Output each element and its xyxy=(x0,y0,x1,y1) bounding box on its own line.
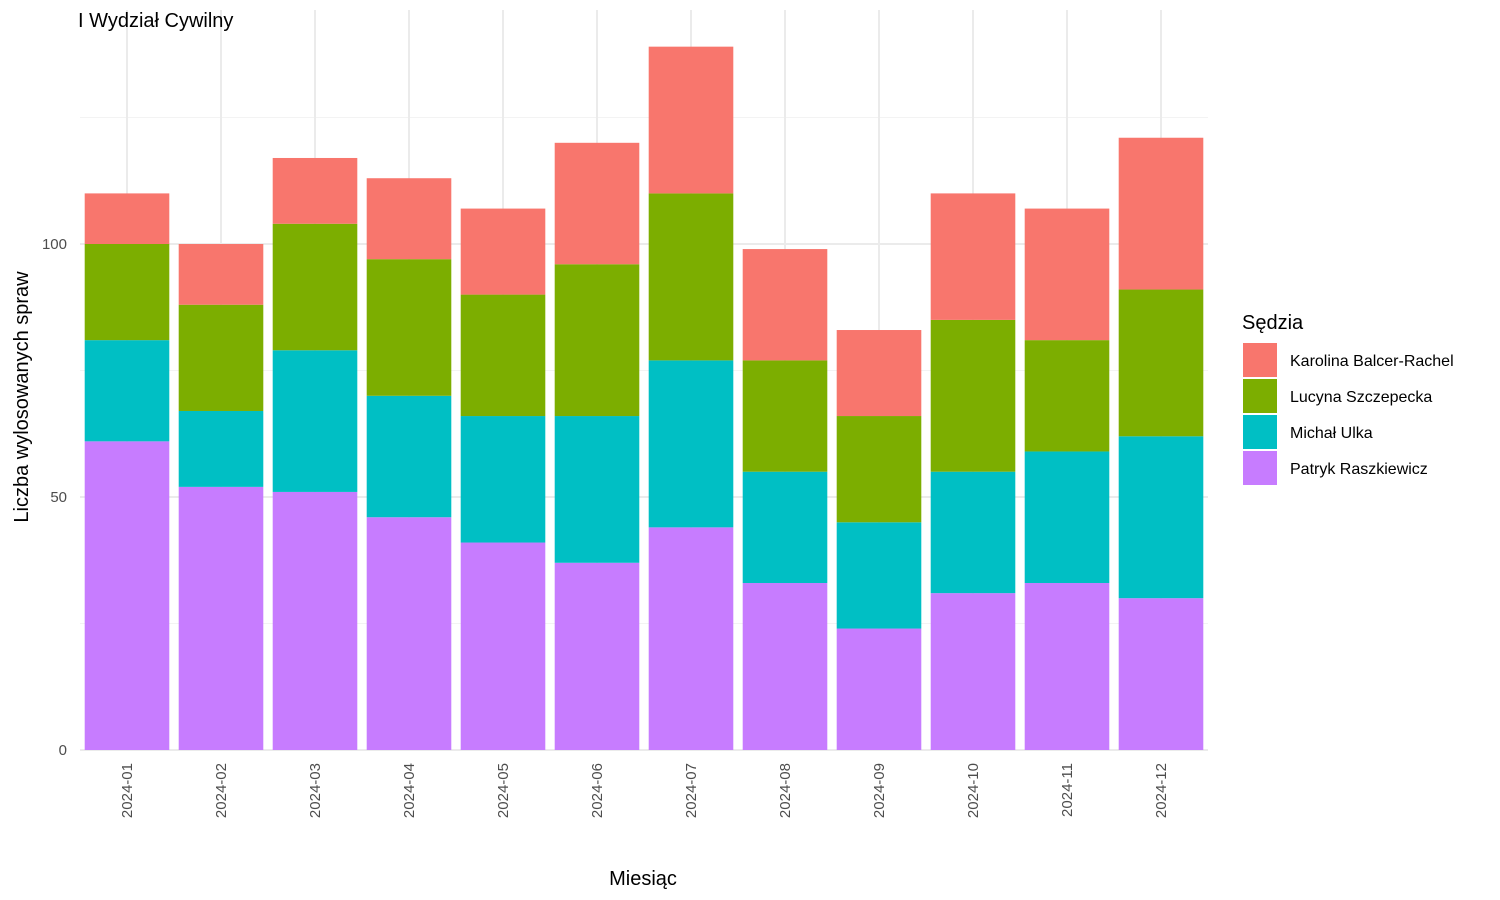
bar-segment xyxy=(178,410,264,487)
x-tick-label: 2024-12 xyxy=(1153,763,1170,818)
bar-segment xyxy=(366,259,452,396)
chart-title: I Wydział Cywilny xyxy=(78,10,233,32)
x-tick-label: 2024-08 xyxy=(777,763,794,818)
bar-segment xyxy=(84,244,170,341)
bar-segment xyxy=(84,441,170,750)
bar-segment xyxy=(84,193,170,244)
x-tick-label: 2024-05 xyxy=(495,763,512,818)
bar-segment xyxy=(460,416,546,543)
bar-segment xyxy=(272,223,358,351)
y-axis-title: Liczba wylosowanych spraw xyxy=(11,271,33,523)
bar-segment xyxy=(272,157,358,224)
legend-label: Patryk Raszkiewicz xyxy=(1290,461,1428,478)
bar-segment xyxy=(460,542,546,750)
y-tick-label: 0 xyxy=(59,742,67,759)
bar-segment xyxy=(178,304,264,411)
bar-segment xyxy=(648,193,734,361)
bar-segment xyxy=(460,208,546,295)
bar-segment xyxy=(648,527,734,750)
bar-segment xyxy=(930,193,1016,320)
bar-segment xyxy=(460,294,546,417)
x-tick-label: 2024-06 xyxy=(589,763,606,818)
legend: Sędzia Karolina Balcer-Rachel Lucyna Szcz… xyxy=(1242,312,1454,485)
bar-segment xyxy=(648,360,734,528)
bar-segment xyxy=(1024,583,1110,750)
bar-segment xyxy=(648,46,734,194)
legend-key xyxy=(1243,415,1277,449)
bar-segment xyxy=(272,491,358,750)
bar-segment xyxy=(554,142,640,265)
x-tick-label: 2024-03 xyxy=(307,763,324,818)
bar-segment xyxy=(84,340,170,442)
y-tick-label: 50 xyxy=(50,489,67,506)
bar-segment xyxy=(1118,598,1204,750)
bar-segment xyxy=(836,416,922,523)
x-tick-label: 2024-09 xyxy=(871,763,888,818)
x-tick-label: 2024-04 xyxy=(401,763,418,818)
legend-key xyxy=(1243,343,1277,377)
x-tick-label: 2024-10 xyxy=(965,763,982,818)
bar-segment xyxy=(836,522,922,629)
legend-key xyxy=(1243,451,1277,485)
bar-segment xyxy=(1118,137,1204,290)
legend-label: Michał Ulka xyxy=(1290,425,1373,442)
bar-segment xyxy=(366,178,452,260)
x-tick-label: 2024-07 xyxy=(683,763,700,818)
bar-segment xyxy=(178,486,264,750)
bar-segment xyxy=(366,395,452,518)
bar-segment xyxy=(1024,451,1110,584)
bar-segment xyxy=(554,264,640,417)
legend-key xyxy=(1243,379,1277,413)
bar-segment xyxy=(930,593,1016,750)
bar-segment xyxy=(742,471,828,584)
bar-segment xyxy=(930,471,1016,594)
legend-label: Lucyna Szczepecka xyxy=(1290,389,1432,406)
bar-segment xyxy=(1118,289,1204,437)
bar-segment xyxy=(742,583,828,750)
y-tick-label: 100 xyxy=(42,236,67,253)
legend-label: Karolina Balcer-Rachel xyxy=(1290,353,1454,370)
bar-segment xyxy=(930,319,1016,472)
bar-segment xyxy=(1024,340,1110,452)
x-tick-labels: 2024-01 2024-02 2024-03 2024-04 2024-05 2024-… xyxy=(119,763,1170,818)
bar-segment xyxy=(554,562,640,750)
legend-title: Sędzia xyxy=(1242,312,1304,334)
bar-segment xyxy=(178,244,264,305)
bar-segment xyxy=(742,360,828,472)
bar-segment xyxy=(742,249,828,361)
x-axis-title: Miesiąc xyxy=(609,868,677,890)
bars xyxy=(84,46,1204,750)
x-tick-label: 2024-11 xyxy=(1059,763,1076,817)
bar-segment xyxy=(272,350,358,492)
bar-segment xyxy=(1118,436,1204,599)
bar-segment xyxy=(836,330,922,417)
bar-segment xyxy=(1024,208,1110,341)
x-tick-label: 2024-01 xyxy=(119,763,136,818)
bar-segment xyxy=(836,628,922,750)
bar-segment xyxy=(366,517,452,750)
y-tick-labels: 0 50 100 xyxy=(42,236,67,759)
x-tick-label: 2024-02 xyxy=(213,763,230,818)
bar-segment xyxy=(554,416,640,563)
